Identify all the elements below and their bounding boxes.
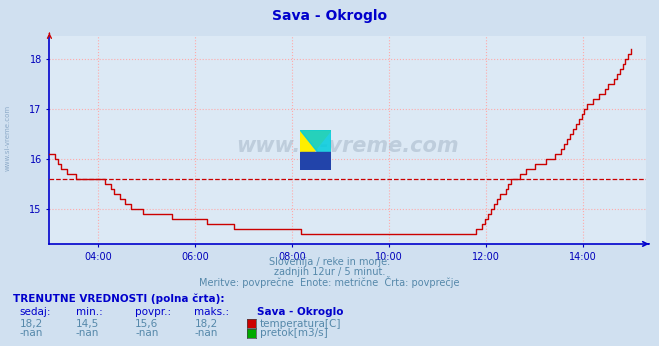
Text: 15,6: 15,6 — [135, 319, 158, 328]
Text: TRENUTNE VREDNOSTI (polna črta):: TRENUTNE VREDNOSTI (polna črta): — [13, 293, 225, 303]
Text: Sava - Okroglo: Sava - Okroglo — [272, 9, 387, 22]
Text: zadnjih 12ur / 5 minut.: zadnjih 12ur / 5 minut. — [273, 267, 386, 277]
Text: -nan: -nan — [76, 328, 99, 338]
Text: 18,2: 18,2 — [194, 319, 217, 328]
Polygon shape — [300, 130, 331, 170]
Text: -nan: -nan — [194, 328, 217, 338]
Polygon shape — [300, 130, 331, 170]
Text: 14,5: 14,5 — [76, 319, 99, 328]
Text: Sava - Okroglo: Sava - Okroglo — [257, 307, 343, 317]
Text: min.:: min.: — [76, 307, 103, 317]
Text: pretok[m3/s]: pretok[m3/s] — [260, 328, 328, 338]
Text: 18,2: 18,2 — [20, 319, 43, 328]
Text: -nan: -nan — [135, 328, 158, 338]
Text: www.si-vreme.com: www.si-vreme.com — [237, 136, 459, 156]
Text: Meritve: povprečne  Enote: metrične  Črta: povprečje: Meritve: povprečne Enote: metrične Črta:… — [199, 276, 460, 288]
Text: maks.:: maks.: — [194, 307, 229, 317]
Polygon shape — [300, 152, 331, 170]
Text: temperatura[C]: temperatura[C] — [260, 319, 341, 328]
Text: Slovenija / reke in morje.: Slovenija / reke in morje. — [269, 257, 390, 267]
Text: sedaj:: sedaj: — [20, 307, 51, 317]
Text: povpr.:: povpr.: — [135, 307, 171, 317]
Text: www.si-vreme.com: www.si-vreme.com — [5, 105, 11, 172]
Text: -nan: -nan — [20, 328, 43, 338]
